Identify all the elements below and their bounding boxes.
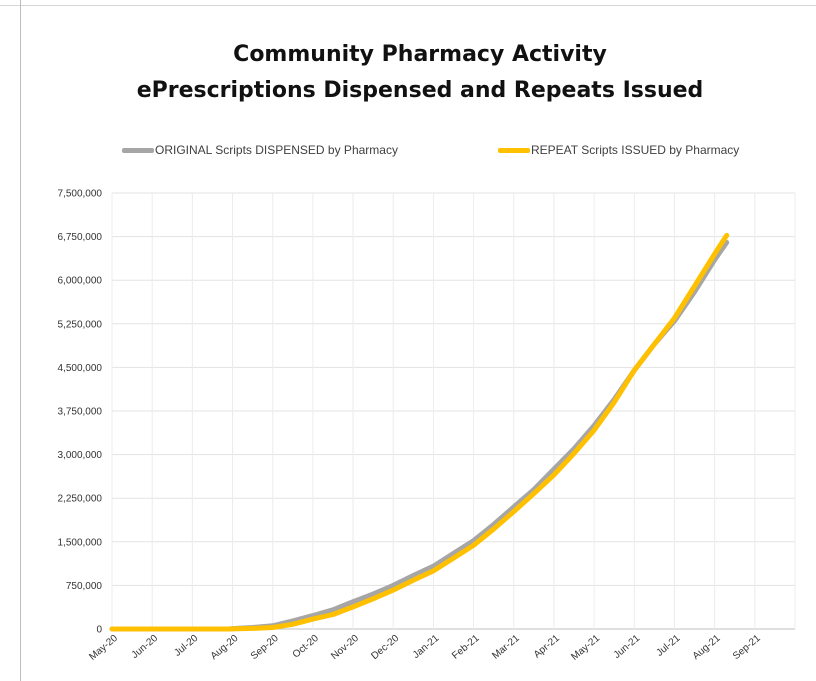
x-tick-label: May-21: [569, 633, 602, 663]
x-axis-tick-labels: May-20 Jun-20 Jul-20 Aug-20 Sep-20 Oct-20 Nov-…: [87, 633, 763, 663]
legend-swatch-repeat: [498, 147, 530, 153]
y-axis-tick-labels: 0 750,000 1,500,000 2,250,000 3,000,000 3,750…: [58, 189, 103, 636]
y-tick-label: 7,500,000: [58, 189, 103, 200]
y-tick-label: 6,000,000: [58, 276, 103, 287]
y-tick-label: 2,250,000: [58, 494, 103, 505]
x-tick-label: Jan-21: [411, 633, 442, 661]
x-tick-label: Dec-20: [369, 633, 401, 662]
chart-subtitle: ePrescriptions Dispensed and Repeats Iss…: [136, 78, 704, 103]
y-tick-label: 3,000,000: [58, 450, 103, 461]
chart-title: Community Pharmacy Activity: [233, 42, 607, 67]
x-tick-label: Nov-20: [329, 633, 361, 662]
x-tick-label: Oct-20: [291, 633, 321, 661]
y-tick-label: 6,750,000: [58, 232, 103, 243]
legend-swatch-original: [122, 147, 154, 153]
y-tick-label: 1,500,000: [58, 537, 103, 548]
y-tick-label: 3,750,000: [58, 407, 103, 418]
legend-item-original: ORIGINAL Scripts DISPENSED by Pharmacy: [122, 143, 398, 157]
x-tick-label: Apr-21: [532, 633, 562, 661]
legend-label-original: ORIGINAL Scripts DISPENSED by Pharmacy: [155, 143, 398, 157]
x-tick-label: Aug-20: [209, 633, 241, 662]
y-tick-label: 750,000: [66, 581, 103, 592]
legend-item-repeat: REPEAT Scripts ISSUED by Pharmacy: [498, 143, 739, 157]
x-tick-label: Feb-21: [450, 633, 482, 662]
x-tick-label: Jun-21: [612, 633, 643, 661]
x-tick-label: Sep-20: [249, 633, 281, 662]
x-tick-label: Aug-21: [691, 633, 723, 662]
x-tick-label: Jul-20: [172, 633, 200, 659]
y-tick-label: 5,250,000: [58, 319, 103, 330]
window-top-border: [0, 0, 816, 6]
series-line-repeat: [109, 232, 730, 632]
y-tick-label: 4,500,000: [58, 363, 103, 374]
x-tick-label: May-20: [87, 633, 120, 663]
x-tick-label: Jul-21: [654, 633, 682, 659]
legend-label-repeat: REPEAT Scripts ISSUED by Pharmacy: [531, 143, 740, 157]
x-tick-label: Sep-21: [731, 633, 763, 662]
window-left-border: [20, 0, 21, 681]
series-lines: [109, 232, 730, 632]
y-tick-label: 0: [96, 625, 102, 636]
x-tick-label: Mar-21: [490, 633, 522, 662]
x-tick-label: Jun-20: [130, 633, 161, 661]
grid-lines: [111, 192, 796, 630]
